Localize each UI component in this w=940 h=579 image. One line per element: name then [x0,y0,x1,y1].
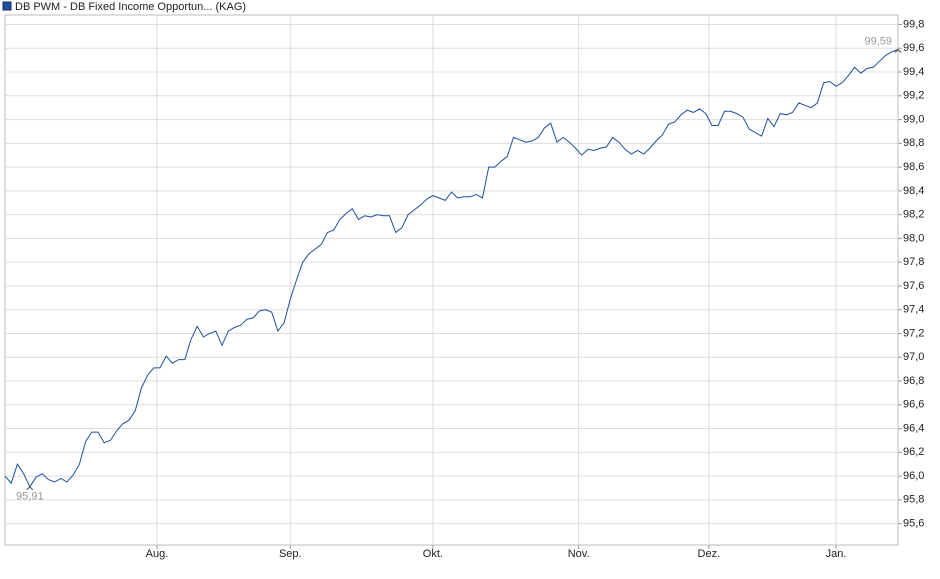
y-tick-label: 98,2 [903,209,924,221]
x-tick-label: Aug. [146,548,169,560]
y-tick-label: 98,8 [903,137,924,149]
y-tick-label: 95,6 [903,518,924,530]
y-tick-label: 97,0 [903,351,924,363]
y-tick-label: 99,6 [903,42,924,54]
y-tick-label: 99,8 [903,18,924,30]
y-tick-label: 98,0 [903,232,924,244]
y-tick-label: 99,4 [903,66,924,78]
y-tick-label: 97,8 [903,256,924,268]
y-tick-label: 96,2 [903,446,924,458]
x-tick-label: Nov. [568,548,590,560]
legend-swatch [2,1,12,11]
y-tick-label: 97,2 [903,327,924,339]
x-tick-label: Sep. [279,548,302,560]
x-tick-label: Okt. [423,548,443,560]
y-tick-label: 98,6 [903,161,924,173]
y-tick-label: 97,4 [903,304,924,316]
y-tick-label: 96,0 [903,470,924,482]
x-tick-label: Dez. [698,548,721,560]
y-tick-label: 96,8 [903,375,924,387]
x-tick-label: Jan. [826,548,847,560]
y-tick-label: 97,6 [903,280,924,292]
y-tick-label: 96,6 [903,399,924,411]
annotation-marker [894,48,902,53]
y-tick-label: 99,2 [903,90,924,102]
legend-label: DB PWM - DB Fixed Income Opportun... (KA… [15,1,246,13]
y-tick-label: 95,8 [903,494,924,506]
series-line [4,49,899,488]
annotation-label: 99,59 [864,35,892,47]
y-tick-label: 98,4 [903,185,924,197]
annotation-marker [26,486,34,491]
plot-area [4,14,899,546]
y-tick-label: 96,4 [903,422,924,434]
y-tick-label: 99,0 [903,113,924,125]
annotation-label: 95,91 [16,491,44,503]
